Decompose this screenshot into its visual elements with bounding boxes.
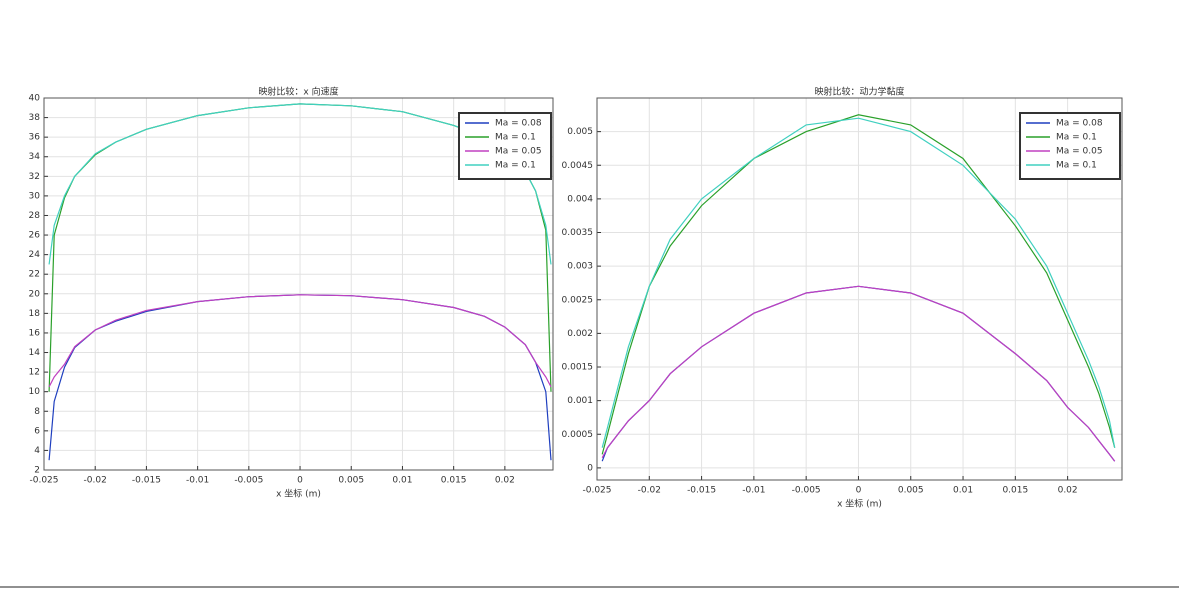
y-tick-label: 2 (34, 466, 40, 476)
y-tick-label: 0.003 (567, 262, 593, 272)
x-tick-label: 0.015 (1002, 486, 1028, 496)
x-axis-label: x 坐标 (m) (837, 498, 882, 510)
series-line (601, 117, 1116, 448)
y-tick-label: 38 (29, 113, 41, 123)
y-tick-label: 4 (34, 446, 40, 456)
x-tick-label: 0.015 (441, 476, 467, 486)
y-tick-label: 0.002 (567, 329, 593, 339)
y-tick-label: 22 (29, 270, 40, 280)
plot-frame (43, 97, 554, 471)
y-tick-label: 8 (34, 407, 40, 417)
y-tick-label: 40 (29, 94, 41, 104)
y-tick-label: 0.0035 (562, 228, 594, 238)
y-tick-label: 6 (34, 426, 40, 436)
x-tick-label: -0.015 (687, 486, 716, 496)
chart-title: 映射比较：x 向速度 (258, 86, 338, 98)
y-tick-label: 0 (587, 463, 593, 473)
x-tick-label: 0.005 (338, 476, 364, 486)
legend-label: Ma = 0.1 (1056, 161, 1097, 171)
y-tick-label: 26 (29, 231, 41, 241)
x-tick-label: -0.015 (132, 476, 161, 486)
x-tick-label: -0.02 (84, 476, 107, 486)
y-tick-label: 0.0015 (562, 363, 594, 373)
y-tick-label: 14 (29, 348, 41, 358)
y-tick-label: 12 (29, 368, 40, 378)
y-tick-label: 16 (29, 328, 41, 338)
y-tick-label: 0.001 (567, 396, 593, 406)
y-tick-label: 32 (29, 172, 40, 182)
y-tick-label: 30 (29, 191, 41, 201)
legend-label: Ma = 0.05 (1056, 147, 1103, 157)
legend-box (1019, 112, 1121, 180)
x-tick-label: -0.02 (638, 486, 661, 496)
x-tick-label: 0 (297, 476, 303, 486)
y-tick-label: 20 (29, 289, 41, 299)
y-tick-label: 0.0025 (562, 295, 594, 305)
series-line (601, 114, 1116, 455)
y-tick-label: 28 (29, 211, 41, 221)
legend-label: Ma = 0.1 (495, 161, 536, 171)
y-tick-label: 34 (29, 152, 41, 162)
legend-label: Ma = 0.08 (1056, 119, 1103, 129)
x-tick-label: -0.01 (742, 486, 765, 496)
y-tick-label: 0.004 (567, 194, 593, 204)
y-tick-label: 0.0005 (562, 430, 594, 440)
x-tick-label: 0.02 (1058, 486, 1078, 496)
x-tick-label: -0.005 (234, 476, 263, 486)
x-tick-label: 0 (856, 486, 862, 496)
y-tick-label: 36 (29, 133, 41, 143)
legend-label: Ma = 0.08 (495, 119, 542, 129)
x-tick-label: -0.005 (792, 486, 821, 496)
y-tick-label: 0.005 (567, 127, 593, 137)
chart-title: 映射比较：动力学黏度 (814, 86, 904, 98)
x-tick-label: -0.01 (186, 476, 209, 486)
y-tick-label: 10 (29, 387, 41, 397)
legend-label: Ma = 0.1 (1056, 133, 1097, 143)
x-axis-label: x 坐标 (m) (276, 488, 321, 500)
x-tick-label: -0.025 (582, 486, 611, 496)
series-line (601, 285, 1116, 462)
y-tick-label: 0.0045 (562, 161, 594, 171)
x-tick-label: 0.01 (953, 486, 973, 496)
x-tick-label: 0.005 (898, 486, 924, 496)
series-line (48, 294, 552, 388)
x-tick-label: 0.01 (392, 476, 412, 486)
legend-box (458, 112, 552, 180)
plot-frame (596, 97, 1123, 481)
x-tick-label: 0.02 (495, 476, 515, 486)
y-tick-label: 24 (29, 250, 41, 260)
legend-label: Ma = 0.1 (495, 133, 536, 143)
legend-label: Ma = 0.05 (495, 147, 542, 157)
y-tick-label: 18 (29, 309, 41, 319)
x-tick-label: -0.025 (29, 476, 58, 486)
